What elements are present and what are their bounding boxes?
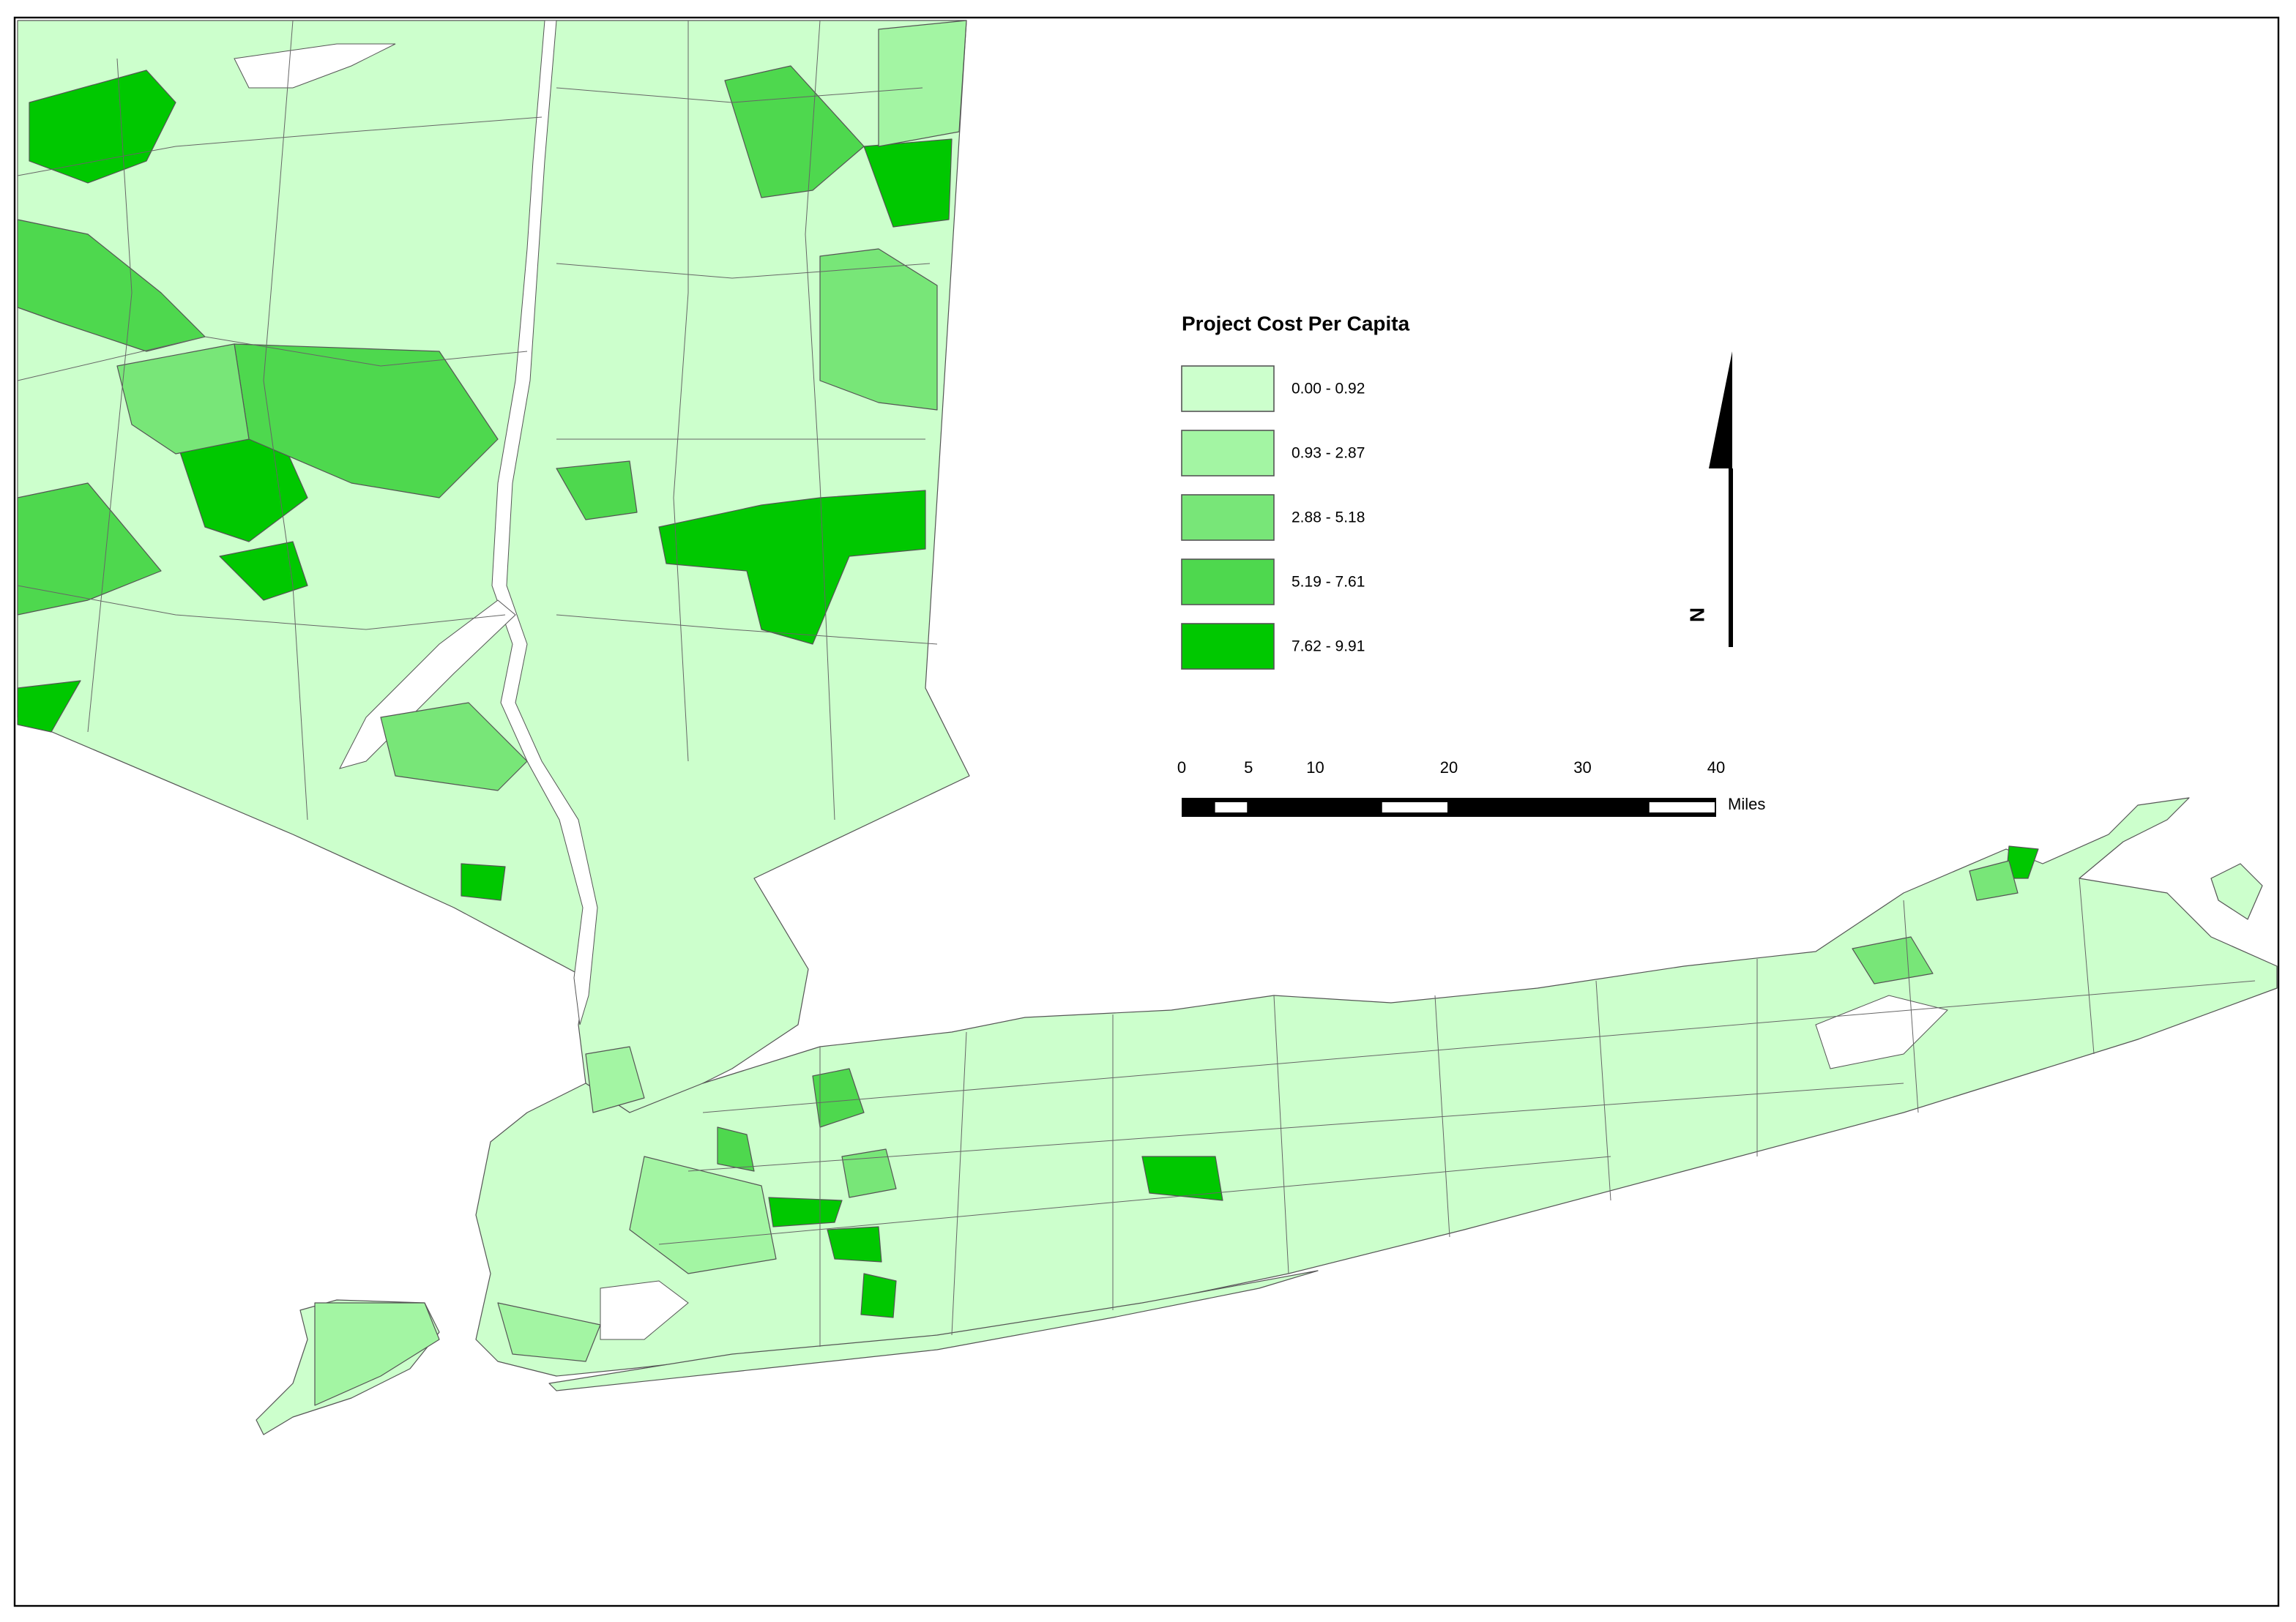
region [1969,860,2019,901]
region [1141,1156,1223,1201]
region [629,1156,777,1274]
region [860,1273,897,1318]
region [878,20,967,147]
scale-bar-frame [1182,798,1716,817]
region [116,343,250,455]
boundaries [17,20,2256,1347]
legend-label: 2.88 - 5.18 [1292,509,1365,526]
legend-swatch [1181,365,1275,412]
region [17,680,81,733]
regions [17,20,2039,1406]
peconic-bay [1815,995,1948,1069]
scale-unit: Miles [1728,795,1765,813]
legend-label: 0.93 - 2.87 [1292,445,1365,462]
region [863,138,953,228]
region [461,863,506,901]
region [556,460,638,520]
scale-segment [1649,802,1715,812]
region [768,1197,843,1227]
region [29,70,176,184]
long-island [475,797,2278,1377]
region [841,1148,897,1198]
scale-segment [1382,802,1447,812]
region [17,219,206,352]
legend-swatch [1181,430,1275,476]
region [585,1046,645,1113]
scale-label: 0 [1177,758,1186,777]
region [724,65,865,198]
region [219,541,308,601]
region [827,1226,882,1263]
legend-swatch [1181,494,1275,541]
north-label: N [1685,608,1708,622]
boundary [556,20,938,821]
hudson-river [491,20,598,1025]
boundary [658,878,2256,1347]
scale-label: 40 [1707,758,1725,777]
legend-label: 5.19 - 7.61 [1292,574,1365,591]
legend-label: 0.00 - 0.92 [1292,381,1365,397]
scale-segment [1215,802,1248,812]
region [717,1126,755,1172]
region [658,490,926,645]
legend-swatch [1181,558,1275,605]
scale-label: 20 [1440,758,1458,777]
barrier-island [548,1270,1319,1391]
reservoir [234,43,396,89]
north-arrow-head [1709,351,1732,468]
scale-label: 5 [1244,758,1253,777]
boundary [17,20,543,821]
legend-label: 7.62 - 9.91 [1292,638,1365,655]
region [1852,936,1934,984]
region [380,702,528,791]
legend-title: Project Cost Per Capita [1182,312,1410,335]
region [812,1068,865,1128]
region [497,1302,601,1362]
map-layer: Project Cost Per Capita 0.00 - 0.92 0.93 … [13,16,2280,1607]
region [819,248,938,411]
legend: Project Cost Per Capita 0.00 - 0.92 0.93 … [1181,312,1410,670]
scale-label: 10 [1306,758,1324,777]
region [17,482,162,616]
jamaica-bay [600,1280,689,1340]
scale-label: 30 [1573,758,1591,777]
legend-swatch [1181,623,1275,670]
region [314,1302,440,1406]
north-arrow: N [1685,351,1733,647]
fishers-island [2210,863,2263,920]
